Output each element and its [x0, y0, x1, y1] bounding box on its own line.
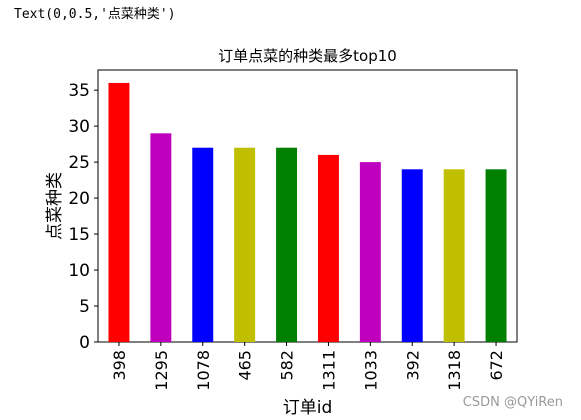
cell-output-text: Text(0,0.5,'点菜种类') — [14, 7, 176, 22]
y-tick-label: 10 — [68, 261, 90, 281]
bar-465 — [234, 147, 256, 342]
x-tick-label: 392 — [403, 350, 422, 381]
bar-582 — [276, 147, 298, 342]
y-axis-label: 点菜种类 — [45, 172, 65, 240]
y-tick-label: 35 — [68, 81, 90, 101]
y-tick-label: 15 — [68, 225, 90, 245]
x-tick-label: 1295 — [152, 350, 171, 391]
y-tick-label: 5 — [79, 297, 90, 317]
x-tick-label: 398 — [110, 350, 129, 381]
x-tick-label: 582 — [278, 350, 297, 381]
bars-group — [108, 82, 507, 342]
x-tick-label: 1033 — [361, 350, 380, 391]
bar-1311 — [317, 154, 339, 342]
watermark: CSDN @QYiRen — [462, 395, 563, 410]
x-tick-label: 465 — [236, 350, 255, 381]
y-axis-ticks: 0 5 10 15 20 25 30 35 — [68, 81, 98, 353]
y-tick-label: 30 — [68, 117, 90, 137]
chart-title: 订单点菜的种类最多top10 — [218, 47, 397, 65]
x-tick-label: 1318 — [445, 350, 464, 391]
plot-frame — [97, 69, 518, 343]
x-axis-label: 订单id — [283, 398, 333, 418]
bar-1033 — [359, 162, 381, 342]
x-tick-label: 1078 — [194, 350, 213, 391]
x-tick-label: 1311 — [319, 350, 338, 391]
bar-398 — [108, 82, 130, 342]
bar-1295 — [150, 133, 172, 342]
bar-672 — [485, 169, 507, 342]
bar-1078 — [192, 147, 214, 342]
x-tick-label: 672 — [487, 350, 506, 381]
x-axis-ticks: 398 1295 1078 465 582 1311 1033 392 1318 672 — [110, 342, 506, 391]
y-tick-label: 20 — [68, 189, 90, 209]
y-tick-label: 0 — [79, 333, 90, 353]
y-tick-label: 25 — [68, 153, 90, 173]
bar-1318 — [443, 169, 465, 342]
bar-392 — [401, 169, 423, 342]
